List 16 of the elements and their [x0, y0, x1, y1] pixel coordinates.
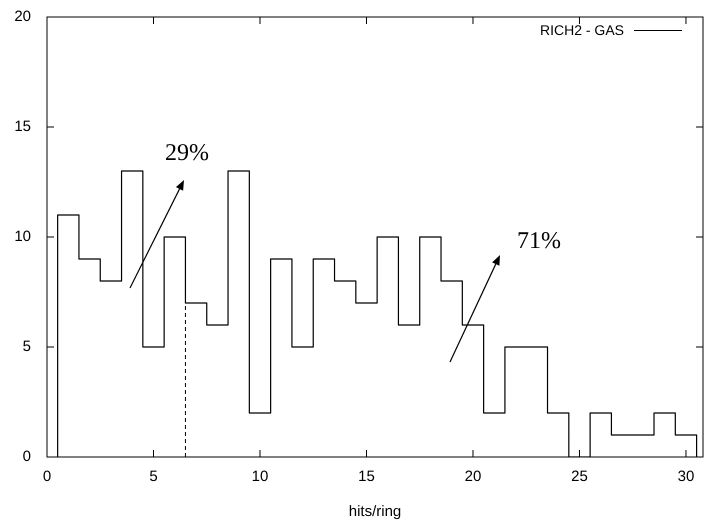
x-tick-label: 0 — [42, 468, 52, 486]
legend-label: RICH2 - GAS — [540, 22, 624, 38]
x-tick-label: 30 — [678, 468, 694, 486]
annotation: 71% — [517, 228, 561, 255]
annotation: 29% — [165, 140, 209, 167]
y-tick-label: 15 — [14, 118, 31, 136]
x-tick-label: 5 — [149, 468, 158, 486]
y-tick-label: 10 — [14, 228, 31, 246]
x-tick-label: 15 — [358, 468, 375, 486]
x-tick-label: 20 — [464, 468, 482, 486]
x-axis-title: hits/ring — [348, 503, 402, 520]
x-tick-label: 10 — [252, 468, 268, 486]
y-tick-label: 20 — [14, 8, 31, 26]
x-tick-label: 25 — [571, 468, 588, 486]
y-tick-label: 5 — [22, 338, 31, 356]
y-tick-label: 0 — [22, 448, 31, 466]
